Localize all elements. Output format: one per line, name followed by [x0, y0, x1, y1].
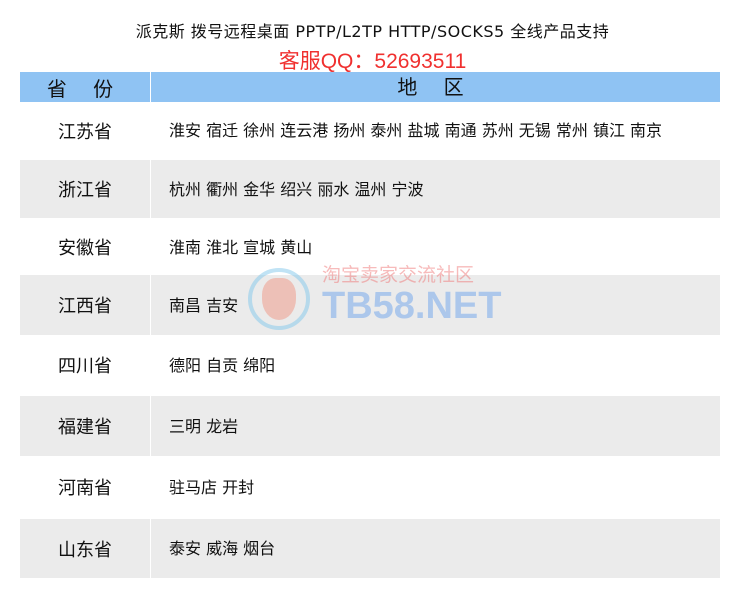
regions-cell: 南昌 吉安: [169, 295, 239, 315]
table-row: 浙江省 杭州 衢州 金华 绍兴 丽水 温州 宁波: [20, 160, 720, 218]
regions-cell: 杭州 衢州 金华 绍兴 丽水 温州 宁波: [169, 179, 424, 199]
column-divider: [150, 160, 151, 218]
province-cell: 江西省: [58, 296, 112, 317]
regions-cell: 德阳 自贡 绵阳: [169, 355, 276, 375]
table-header: 省 份 地 区: [20, 72, 720, 102]
province-cell: 福建省: [58, 417, 112, 438]
province-cell: 河南省: [58, 478, 112, 499]
table-row: 四川省 德阳 自贡 绵阳: [20, 335, 720, 395]
province-cell: 安徽省: [58, 238, 112, 259]
regions-cell: 泰安 威海 烟台: [169, 539, 276, 558]
table-row: 江苏省 淮安 宿迁 徐州 连云港 扬州 泰州 盐城 南通 苏州 无锡 常州 镇江 …: [20, 102, 720, 159]
column-divider: [150, 275, 151, 335]
province-cell: 四川省: [58, 356, 112, 377]
regions-cell: 驻马店 开封: [169, 477, 255, 497]
province-cell: 山东省: [58, 539, 112, 561]
page-title: 派克斯 拨号远程桌面 PPTP/L2TP HTTP/SOCKS5 全线产品支持: [135, 22, 610, 41]
column-divider: [150, 72, 151, 102]
table-row: 河南省 驻马店 开封: [20, 456, 720, 518]
province-cell: 浙江省: [58, 180, 112, 201]
column-divider: [150, 396, 151, 456]
regions-cell: 淮安 宿迁 徐州 连云港 扬州 泰州 盐城 南通 苏州 无锡 常州 镇江 南京: [169, 121, 663, 140]
customer-service-qq: 客服QQ：52693511: [278, 50, 467, 73]
province-cell: 江苏省: [58, 121, 112, 143]
table-row: 安徽省 淮南 淮北 宣城 黄山: [20, 219, 720, 275]
regions-cell: 三明 龙岩: [169, 416, 239, 436]
table-row: 福建省 三明 龙岩: [20, 396, 720, 456]
column-header-region: 地 区: [397, 74, 474, 99]
table-row: 江西省 南昌 吉安: [20, 275, 720, 335]
column-divider: [150, 519, 151, 578]
table-row: 山东省 泰安 威海 烟台: [20, 519, 720, 578]
column-header-province: 省 份: [46, 76, 124, 101]
regions-cell: 淮南 淮北 宣城 黄山: [169, 237, 313, 257]
